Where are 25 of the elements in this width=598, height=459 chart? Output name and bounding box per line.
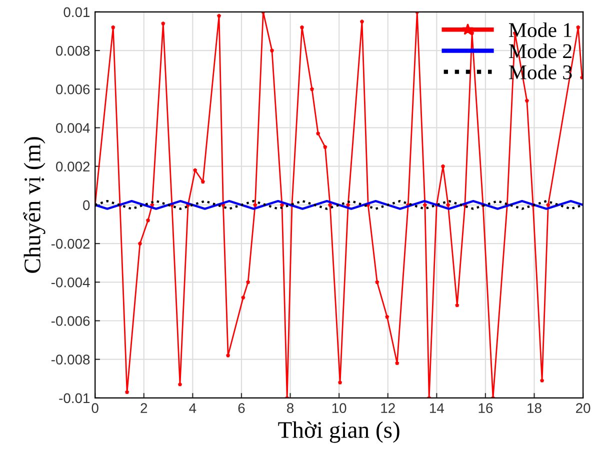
y-tick-label: -0.004: [51, 277, 90, 288]
y-tick-label: 0: [83, 200, 90, 210]
y-tick-label: -0.002: [51, 238, 90, 249]
x-tick-label: 2: [140, 403, 148, 413]
y-tick-label: 0.004: [56, 123, 90, 133]
x-tick-label: 4: [189, 403, 196, 413]
y-axis-title: Chuyển vị (m): [23, 137, 46, 273]
x-tick-label: 16: [478, 403, 493, 414]
x-tick-label: 12: [381, 403, 395, 413]
y-tick-label: 0.002: [56, 162, 90, 172]
y-tick-label: -0.008: [51, 354, 90, 365]
x-tick-label: 8: [287, 403, 294, 414]
y-tick-label: 0.01: [64, 7, 90, 18]
x-tick-label: 0: [92, 403, 98, 414]
x-tick-label: 18: [528, 403, 542, 414]
x-tick-label: 20: [576, 403, 590, 414]
legend-label: Mode 1: [509, 22, 572, 38]
x-axis-title: Thời gian (s): [278, 421, 400, 443]
x-tick-label: 14: [430, 403, 444, 413]
y-tick-label: 0.006: [56, 84, 90, 94]
y-tick-label: -0.01: [59, 393, 90, 404]
x-tick-label: 6: [238, 403, 245, 414]
y-tick-label: 0.008: [56, 46, 90, 56]
y-tick-label: -0.006: [51, 316, 90, 326]
x-tick-label: 10: [332, 403, 346, 414]
